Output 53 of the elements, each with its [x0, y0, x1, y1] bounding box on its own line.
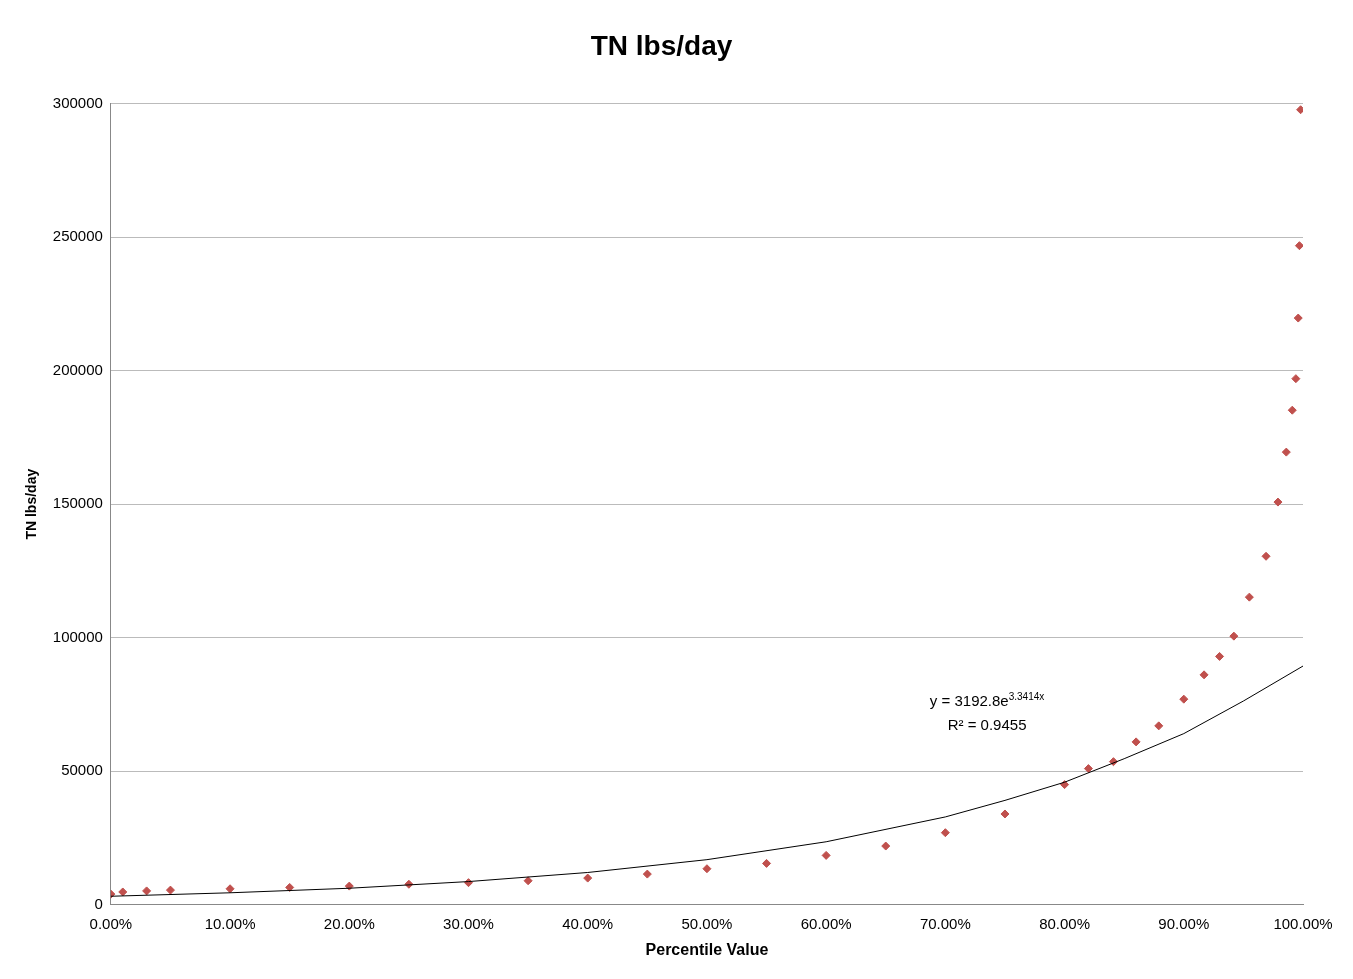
- point: [523, 876, 533, 886]
- y-tick-label: 300000: [52, 93, 103, 111]
- point: [285, 882, 295, 892]
- point: [583, 873, 593, 883]
- annotation: R² = 0.9455: [947, 715, 1027, 733]
- point: [1244, 592, 1254, 602]
- point: [642, 869, 652, 879]
- y-tick-label: 0: [94, 894, 103, 912]
- x-tick-label: 60.00%: [800, 914, 852, 932]
- x-tick-label: 40.00%: [562, 914, 614, 932]
- x-tick-label: 80.00%: [1039, 914, 1091, 932]
- point: [1291, 374, 1301, 384]
- point: [118, 887, 128, 897]
- point: [821, 850, 831, 860]
- point: [702, 864, 712, 874]
- x-tick-label: 0.00%: [89, 914, 133, 932]
- point: [1131, 737, 1141, 747]
- x-tick-label: 20.00%: [323, 914, 375, 932]
- point: [1287, 405, 1297, 415]
- point: [1083, 764, 1093, 774]
- x-axis-title: Percentile Value: [645, 940, 769, 958]
- point: [1154, 721, 1164, 731]
- point: [1199, 670, 1209, 680]
- y-tick-label: 250000: [52, 227, 103, 245]
- annotation: y = 3192.8e$^{3.3414x}$: [929, 691, 1045, 710]
- point: [1215, 651, 1225, 661]
- y-tick-label: 50000: [61, 761, 103, 779]
- point: [1294, 241, 1303, 251]
- x-tick-label: 30.00%: [443, 914, 494, 932]
- y-axis-title: TN lbs/day: [23, 468, 40, 540]
- point: [762, 858, 772, 868]
- x-tick-label: 50.00%: [681, 914, 733, 932]
- point: [1179, 694, 1189, 704]
- point: [142, 886, 152, 896]
- point: [881, 841, 891, 851]
- point: [1273, 497, 1283, 507]
- chart-title: TN lbs/day: [590, 29, 733, 61]
- point: [1261, 551, 1271, 561]
- y-tick-label: 150000: [52, 494, 103, 512]
- y-tick-label: 100000: [52, 627, 103, 645]
- point: [1000, 809, 1010, 819]
- point: [1229, 631, 1239, 641]
- point: [1293, 313, 1303, 323]
- x-tick-label: 70.00%: [919, 914, 971, 932]
- x-tick-label: 90.00%: [1158, 914, 1210, 932]
- point: [225, 884, 235, 894]
- point: [165, 885, 175, 895]
- point: [344, 881, 354, 891]
- point: [940, 828, 950, 838]
- x-tick-label: 10.00%: [204, 914, 256, 932]
- x-tick-label: 100.00%: [1273, 914, 1333, 932]
- point: [1281, 447, 1291, 457]
- y-tick-label: 200000: [52, 360, 103, 378]
